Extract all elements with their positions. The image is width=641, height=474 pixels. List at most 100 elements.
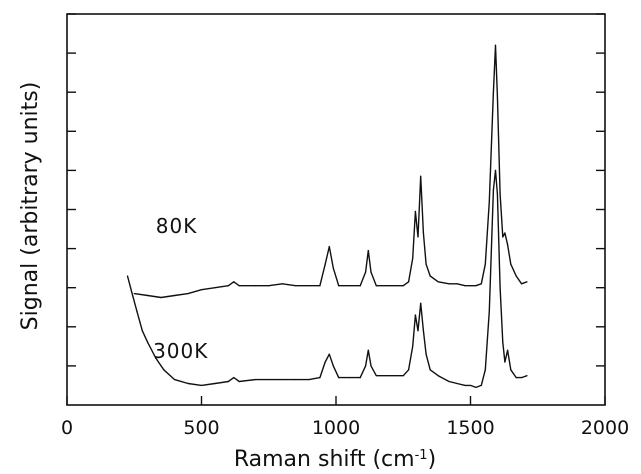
series-point-80k-5 xyxy=(200,289,203,291)
x-tick-label-1: 500 xyxy=(183,417,219,439)
series-line-80k xyxy=(134,44,528,299)
series-point-300k-40 xyxy=(437,375,439,377)
series-point-300k-41 xyxy=(448,380,450,383)
series-point-80k-34 xyxy=(425,263,427,265)
series-point-300k-32 xyxy=(408,369,410,371)
series-point-300k-3 xyxy=(141,330,143,332)
series-point-80k-31 xyxy=(417,236,419,238)
series-point-300k-2 xyxy=(136,310,138,312)
series-point-300k-4 xyxy=(147,341,149,344)
series-point-300k-17 xyxy=(295,378,297,381)
series-point-80k-41 xyxy=(475,285,477,287)
series-point-300k-57 xyxy=(515,377,517,379)
series-point-300k-19 xyxy=(319,377,321,379)
series-point-80k-45 xyxy=(492,91,494,93)
series-label-80k: 80K xyxy=(156,214,198,238)
series-point-300k-39 xyxy=(429,369,431,371)
series-point-300k-42 xyxy=(456,382,458,385)
series-point-80k-48 xyxy=(499,193,501,195)
series-point-80k-52 xyxy=(510,263,512,265)
series-point-300k-26 xyxy=(364,365,367,367)
series-point-300k-29 xyxy=(375,375,377,377)
x-tick-label-4: 2000 xyxy=(581,417,629,439)
series-point-300k-0 xyxy=(126,275,129,277)
series-point-80k-44 xyxy=(488,201,490,203)
series-point-80k-19 xyxy=(338,285,340,287)
series-point-300k-33 xyxy=(412,345,414,347)
series-point-80k-24 xyxy=(370,271,372,273)
series-point-80k-4 xyxy=(187,292,189,295)
series-point-300k-9 xyxy=(200,384,203,387)
series-point-80k-36 xyxy=(437,281,439,283)
series-point-300k-18 xyxy=(308,378,310,381)
series-point-80k-35 xyxy=(429,275,431,277)
series-point-80k-43 xyxy=(484,263,486,265)
series-point-300k-15 xyxy=(268,378,270,381)
series-point-80k-16 xyxy=(324,263,326,265)
series-point-300k-12 xyxy=(233,377,235,379)
series-point-300k-59 xyxy=(526,375,528,377)
series-point-80k-53 xyxy=(515,275,517,277)
series-point-80k-49 xyxy=(502,236,504,238)
series-point-300k-54 xyxy=(504,361,506,363)
series-point-80k-3 xyxy=(174,294,176,297)
series-point-80k-40 xyxy=(469,285,472,287)
plot-area: 0 500 1000 1500 2000 80K 300K xyxy=(61,13,629,439)
series-point-300k-43 xyxy=(464,384,466,387)
series-point-300k-47 xyxy=(484,369,486,371)
series-point-300k-50 xyxy=(494,169,497,171)
series-point-80k-26 xyxy=(389,285,391,287)
series-point-80k-33 xyxy=(422,232,425,234)
series-point-300k-16 xyxy=(281,378,283,381)
series-point-300k-37 xyxy=(422,330,425,332)
series-point-80k-7 xyxy=(227,285,229,287)
series-point-80k-28 xyxy=(408,281,410,283)
series-point-80k-29 xyxy=(412,257,414,259)
series-point-300k-13 xyxy=(238,380,240,383)
series-point-300k-49 xyxy=(492,189,494,191)
series-point-300k-1 xyxy=(130,291,133,293)
series-label-300k: 300K xyxy=(153,339,208,363)
series-point-80k-23 xyxy=(367,249,369,252)
series-line-300k xyxy=(126,169,528,389)
series-point-300k-55 xyxy=(507,349,509,351)
x-axis-title: Raman shift (cm-1) xyxy=(234,447,436,472)
series-point-80k-18 xyxy=(332,267,334,269)
series-point-80k-1 xyxy=(147,294,149,297)
series-point-80k-6 xyxy=(214,287,216,289)
series-point-300k-38 xyxy=(425,353,427,355)
series-point-80k-10 xyxy=(254,285,256,287)
series-point-300k-46 xyxy=(480,384,482,387)
series-point-300k-53 xyxy=(502,341,504,344)
series-point-300k-45 xyxy=(475,386,477,389)
x-tick-label-2: 1000 xyxy=(312,417,360,439)
series-point-300k-23 xyxy=(338,377,340,379)
series-point-80k-55 xyxy=(526,281,528,283)
series-point-300k-14 xyxy=(254,378,256,381)
series-point-300k-58 xyxy=(521,377,523,379)
series-point-80k-11 xyxy=(268,285,270,287)
x-tick-label-0: 0 xyxy=(61,417,73,439)
series-point-300k-11 xyxy=(227,380,229,383)
series-point-80k-14 xyxy=(308,285,310,287)
series-point-300k-27 xyxy=(367,349,369,351)
series-point-300k-51 xyxy=(496,193,498,195)
series-point-80k-51 xyxy=(507,244,509,246)
series-point-300k-35 xyxy=(417,330,419,332)
series-point-80k-46 xyxy=(494,44,497,46)
series-point-80k-12 xyxy=(281,283,283,285)
series-point-300k-24 xyxy=(348,377,351,379)
series-point-300k-34 xyxy=(414,314,416,316)
series-point-300k-22 xyxy=(332,365,334,367)
series-point-300k-5 xyxy=(155,357,157,359)
series-point-80k-8 xyxy=(233,281,235,283)
series-point-80k-42 xyxy=(480,283,482,285)
series-point-80k-22 xyxy=(364,271,367,273)
series-point-80k-32 xyxy=(420,175,422,177)
series-point-300k-7 xyxy=(174,378,176,381)
series-point-80k-54 xyxy=(521,283,523,285)
x-axis-title-superscript: -1 xyxy=(415,448,428,463)
series-point-300k-52 xyxy=(499,287,501,289)
series-point-80k-38 xyxy=(456,283,458,285)
x-axis-title-main: Raman shift (cm xyxy=(234,447,415,472)
